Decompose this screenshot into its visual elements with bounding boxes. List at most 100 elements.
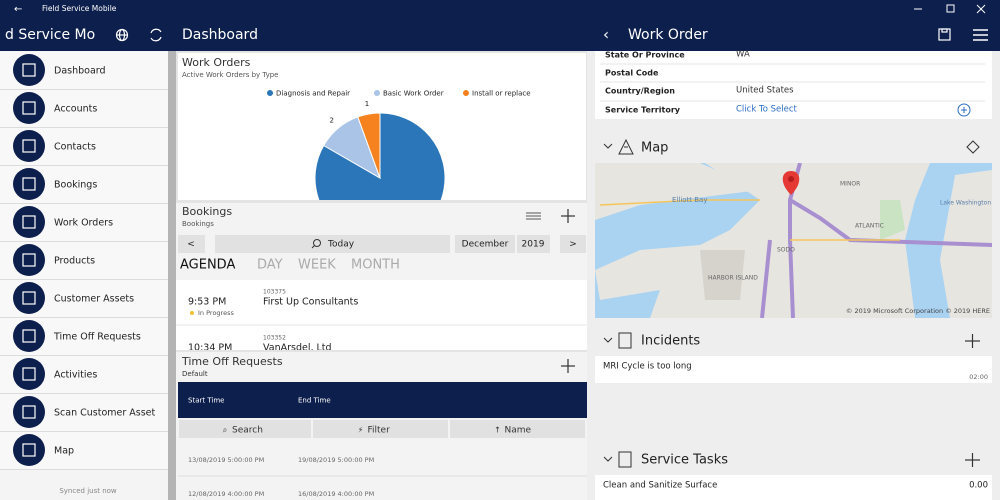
map-label: SODO [777,247,795,254]
directions-icon[interactable] [966,140,980,154]
next-button[interactable] [560,235,586,253]
prev-button[interactable] [178,235,205,253]
nav-label: Bookings [54,180,97,191]
map-copyright: © 2019 Microsoft Corporation © 2019 HERE [846,307,990,315]
field-label: Service Territory [605,106,681,115]
nav-glyph [22,101,36,115]
incident-row[interactable] [595,356,992,383]
booking-item[interactable] [176,280,587,324]
prev-arrow: < [187,240,195,250]
nav-label: Dashboard [54,66,106,77]
column-header: End Time [298,397,331,405]
action-label: Filter [368,426,391,436]
map-pin-dot [788,176,794,182]
nav-icon [13,130,45,162]
app-title: Field Service Mobile [42,4,117,13]
today-label: Today [327,240,355,250]
nav-label: Time Off Requests [53,332,141,343]
globe-icon[interactable] [115,28,129,42]
nav-glyph [22,329,36,343]
nav-icon [13,434,45,466]
booking-name: First Up Consultants [263,297,358,308]
status-dot [190,311,194,315]
field-value: WA [736,50,750,60]
collapse-chevron[interactable] [603,456,613,462]
incidents-icon [618,332,632,349]
map-land [595,163,930,318]
data-label: 1 [365,100,369,108]
card-subtitle: Active Work Orders by Type [182,71,278,79]
field-value: United States [736,86,794,96]
back-button[interactable]: ← [14,4,22,15]
incident-duration: 02:00 [969,373,988,381]
today-button[interactable] [215,235,450,253]
action-button[interactable] [179,420,311,438]
table-row[interactable] [178,443,587,475]
booking-number: 103375 [263,289,286,296]
dashboard-title: Dashboard [182,27,258,43]
map-pin [782,171,800,195]
map-label: HARBOR ISLAND [708,275,758,282]
card-title: Work Orders [182,56,251,69]
add-incident[interactable] [965,334,980,348]
add-time-off[interactable] [561,359,575,373]
nav-glyph [22,291,36,305]
section-title: Map [641,141,668,156]
view-tab[interactable]: DAY [257,258,283,273]
nav-label: Map [54,446,74,457]
table-cell: 19/08/2019 5:00:00 PM [298,456,374,464]
collapse-chevron[interactable] [603,143,613,149]
view-tab[interactable]: WEEK [298,258,336,273]
field-list: State Or Province WA Postal Code Country/Re… [600,50,985,115]
legend-swatch [463,90,469,96]
card-title: Bookings [182,205,232,218]
add-territory[interactable] [957,103,971,117]
year-picker[interactable] [517,235,550,253]
map: Elliott Bay Lake Washington MINOR ATLANTIC S… [595,163,992,318]
nav-label: Customer Assets [54,294,134,305]
list-icon[interactable] [526,212,541,220]
task-name: Clean and Sanitize Surface [603,481,717,491]
map-roads-minor [599,199,900,241]
view-tab[interactable]: MONTH [351,258,400,273]
nav-scrollbar [168,51,176,500]
booking-item[interactable] [176,326,587,370]
collapse-chevron[interactable] [603,337,613,343]
bookings-card: Bookings Bookings < Today December 2019 … [176,203,587,370]
fields-card [595,51,992,119]
next-arrow: > [569,240,577,250]
task-row[interactable] [595,475,992,500]
search-icon [311,245,315,249]
card-title: Time Off Requests [181,355,283,368]
add-task[interactable] [965,453,980,467]
header-bar [0,0,1000,51]
data-label: 2 [330,117,334,125]
save-icon[interactable] [938,28,951,41]
refresh-icon[interactable] [150,28,162,42]
sync-status: Synced just now [59,487,117,495]
booking-number: 103352 [263,335,286,342]
table-row[interactable] [178,477,587,500]
nav-icon [13,244,45,276]
table-cell: 12/08/2019 4:00:00 PM [188,490,264,498]
booking-time: 9:53 PM [188,297,226,308]
nav-glyph [22,139,36,153]
action-button[interactable] [450,420,585,438]
table-cell: 13/08/2019 5:00:00 PM [188,456,264,464]
field-value[interactable]: Click To Select [736,105,797,115]
work-order-title: Work Order [628,27,708,43]
view-tabs: AGENDA DAY WEEK MONTH [180,258,400,273]
back-chevron[interactable]: ‹ [603,26,609,44]
menu-icon[interactable] [973,29,988,41]
view-tab[interactable]: AGENDA [180,258,235,273]
window-controls[interactable] [914,4,986,14]
action-button[interactable] [313,420,448,438]
search-icon [313,239,321,247]
month-picker[interactable] [455,235,515,253]
add-booking[interactable] [561,209,575,223]
map-label: Lake Washington [940,200,991,207]
legend-label: Basic Work Order [383,90,444,98]
nav-label: Scan Customer Asset [54,408,156,419]
nav-glyph [22,367,36,381]
